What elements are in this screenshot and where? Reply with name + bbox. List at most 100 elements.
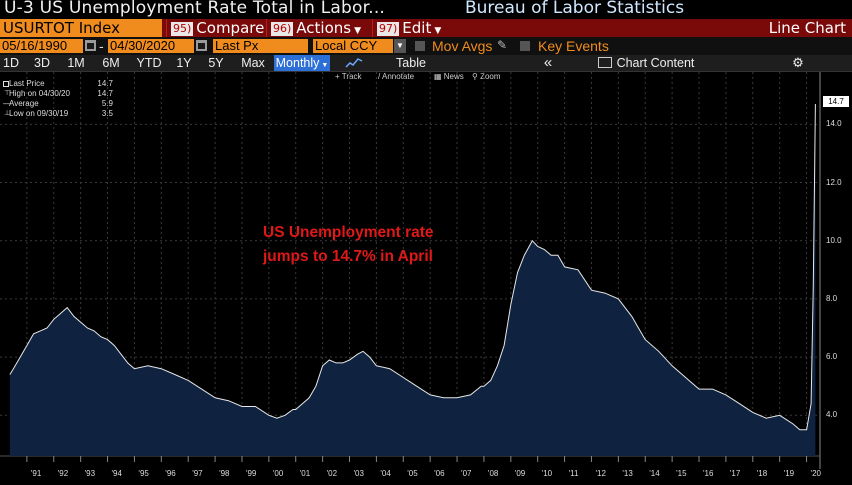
x-tick-label: '95 — [138, 469, 149, 478]
x-axis-ticks — [26, 456, 808, 462]
x-tick-label: '12 — [595, 469, 606, 478]
period-ytd[interactable]: YTD — [136, 56, 162, 70]
x-tick-label: '16 — [703, 469, 714, 478]
x-tick-label: '98 — [219, 469, 230, 478]
x-tick-label: '08 — [487, 469, 499, 478]
x-tick-label: '91 — [30, 469, 42, 478]
window-title: U-3 US Unemployment Rate Total in Labor.… — [4, 0, 386, 18]
line-chart-toggle-icon[interactable] — [337, 55, 371, 71]
legend-value: 14.7 — [97, 79, 113, 88]
y-tick-label: 14.0 — [826, 119, 842, 129]
period-3d[interactable]: 3D — [34, 56, 50, 70]
compare-button[interactable]: 95) Compare — [166, 19, 265, 37]
x-tick-label: '17 — [729, 469, 741, 478]
actions-label: Actions — [296, 19, 352, 37]
x-tick-label: '94 — [111, 469, 122, 478]
legend-label: Low on 09/30/19 — [9, 109, 69, 118]
field-bar: 05/16/1990 - 04/30/2020 Last Px Local CC… — [0, 37, 852, 55]
collapse-icon[interactable]: « — [543, 54, 553, 71]
price-field-selector[interactable]: Last Px — [213, 39, 308, 53]
x-tick-label: '04 — [380, 469, 391, 478]
low-marker-icon: ⊥ — [4, 110, 11, 117]
x-tick-label: '15 — [676, 469, 687, 478]
high-marker-icon: ⊤ — [4, 90, 11, 97]
period-1d[interactable]: 1D — [3, 56, 19, 70]
actions-button[interactable]: 96) Actions ▼ — [266, 19, 370, 37]
command-bar: USURTOT Index 95) Compare 96) Actions ▼ 97)… — [0, 19, 852, 37]
area-fill — [9, 104, 816, 456]
currency-dropdown-icon[interactable]: ▼ — [394, 39, 406, 53]
legend-label: Last Price — [9, 79, 45, 88]
x-tick-label: '06 — [434, 469, 445, 478]
y-tick-label: 6.0 — [826, 352, 838, 362]
x-tick-label: '13 — [622, 469, 633, 478]
news-tool[interactable]: ▦ News — [434, 72, 464, 81]
annotation-line-1: US Unemployment rate — [263, 224, 434, 241]
legend-high: ⊤ High on 04/30/20 14.7 — [3, 89, 113, 98]
zoom-tool[interactable]: ⚲ Zoom — [472, 72, 501, 81]
chart-content-icon — [597, 57, 612, 68]
x-tick-label: '00 — [272, 469, 284, 478]
period-max[interactable]: Max — [241, 56, 265, 70]
key-events-checkbox[interactable] — [520, 41, 530, 51]
legend-value: 5.9 — [101, 99, 113, 108]
legend-low: ⊥ Low on 09/30/19 3.5 — [3, 109, 113, 118]
source-label: Bureau of Labor Statistics — [465, 0, 685, 18]
x-tick-label: '18 — [756, 469, 768, 478]
chart-annotation: US Unemployment rate jumps to 14.7% in A… — [263, 221, 503, 269]
legend: Last Price 14.7 ⊤ High on 04/30/20 14.7 … — [3, 79, 113, 122]
edit-button[interactable]: 97) Edit ▼ — [372, 19, 458, 37]
chart-content-label: Chart Content — [616, 56, 695, 70]
mov-avgs-label: Mov Avgs — [432, 38, 493, 54]
table-toggle[interactable]: Table — [396, 56, 426, 70]
ticker-field[interactable]: USURTOT Index — [0, 19, 162, 37]
start-date-field[interactable]: 05/16/1990 — [0, 39, 83, 53]
news-label: News — [443, 72, 464, 81]
unemployment-chart[interactable] — [0, 72, 852, 485]
x-tick-label: '92 — [57, 469, 69, 478]
period-6m[interactable]: 6M — [102, 56, 120, 70]
x-tick-label: '10 — [541, 469, 553, 478]
compare-label: Compare — [196, 19, 265, 37]
x-tick-label: '96 — [165, 469, 176, 478]
legend-label: High on 04/30/20 — [9, 89, 70, 98]
legend-average: — Average 5.9 — [3, 99, 113, 108]
x-tick-label: '93 — [84, 469, 96, 478]
period-5y[interactable]: 5Y — [208, 56, 224, 70]
news-icon: ▦ — [434, 72, 444, 81]
chart-content-button[interactable]: Chart Content — [566, 55, 726, 71]
last-value-tag: 14.7 — [823, 96, 849, 107]
edit-num: 97) — [377, 22, 400, 36]
y-tick-label: 4.0 — [826, 410, 838, 420]
y-tick-label: 12.0 — [826, 177, 842, 187]
pencil-icon[interactable]: ✎ — [497, 38, 508, 52]
mov-avgs-checkbox[interactable] — [415, 41, 425, 51]
calendar-icon[interactable] — [85, 40, 96, 51]
end-date-field[interactable]: 04/30/2020 — [108, 39, 194, 53]
track-tool[interactable]: + Track — [335, 72, 362, 81]
x-tick-label: '99 — [245, 469, 257, 478]
legend-value: 14.7 — [97, 89, 113, 98]
period-1m[interactable]: 1M — [67, 56, 85, 70]
series-line — [9, 103, 816, 431]
zoom-icon: ⚲ — [472, 72, 481, 81]
frequency-selector[interactable]: Monthly ▼ — [274, 55, 330, 71]
x-tick-label: '03 — [353, 469, 364, 478]
x-tick-label: '01 — [299, 469, 311, 478]
period-1y[interactable]: 1Y — [176, 56, 192, 70]
zoom-label: Zoom — [480, 72, 501, 81]
legend-last-price: Last Price 14.7 — [3, 79, 113, 88]
chart-type-label[interactable]: Line Chart — [768, 19, 846, 37]
date-separator: - — [99, 38, 104, 54]
x-tick-label: '09 — [514, 469, 526, 478]
gear-icon[interactable]: ⚙ — [792, 55, 804, 70]
annotate-tool[interactable]: / Annotate — [378, 72, 415, 81]
edit-label: Edit — [402, 19, 432, 37]
x-tick-label: '02 — [326, 469, 338, 478]
actions-dropdown-icon: ▼ — [354, 26, 362, 36]
currency-selector[interactable]: Local CCY — [313, 39, 393, 53]
calendar-icon[interactable] — [196, 40, 207, 51]
title-bar: U-3 US Unemployment Rate Total in Labor.… — [0, 0, 852, 19]
key-events-label: Key Events — [538, 38, 609, 54]
actions-num: 96) — [271, 22, 294, 36]
